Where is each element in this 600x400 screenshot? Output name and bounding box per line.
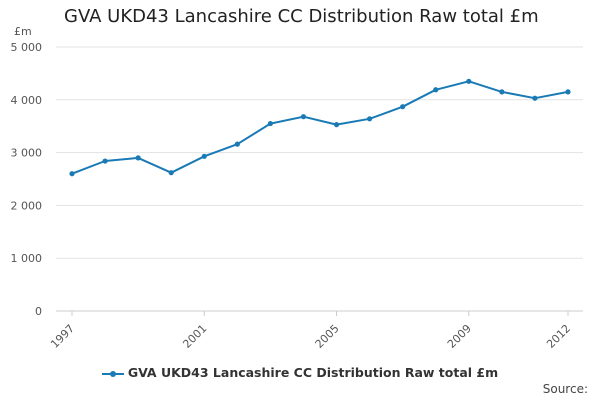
data-point: [168, 170, 174, 176]
series-line: [71, 80, 569, 175]
data-point: [135, 155, 141, 161]
data-point: [367, 116, 373, 122]
y-tick-label: 5 000: [11, 41, 43, 54]
data-point: [300, 114, 307, 120]
data-point: [532, 95, 538, 101]
data-point: [565, 89, 571, 95]
legend-label: GVA UKD43 Lancashire CC Distribution Raw…: [127, 365, 499, 380]
x-tick-label: 2001: [180, 322, 209, 351]
gridlines: [56, 46, 583, 259]
x-tick-label: 2012: [544, 322, 573, 351]
data-point: [333, 122, 340, 128]
x-tick-label: 2009: [445, 322, 474, 351]
x-tick-label: 2005: [313, 322, 342, 351]
y-tick-label: 4 000: [11, 94, 43, 107]
data-point: [102, 158, 108, 164]
data-point: [234, 141, 240, 147]
data-point: [433, 87, 439, 93]
series-layer: [69, 78, 571, 177]
data-point: [267, 120, 273, 127]
y-tick-label: 2 000: [11, 199, 43, 212]
source-label: Source:: [542, 382, 588, 396]
legend[interactable]: GVA UKD43 Lancashire CC Distribution Raw…: [0, 365, 600, 380]
data-point: [466, 78, 472, 84]
legend-marker: [109, 370, 116, 377]
y-axis-unit-label: £m: [14, 25, 32, 38]
y-tick-label: 3 000: [11, 147, 43, 160]
data-point: [201, 153, 207, 159]
data-point: [69, 171, 75, 177]
data-point: [400, 104, 406, 110]
chart-title: GVA UKD43 Lancashire CC Distribution Raw…: [64, 6, 539, 27]
axes: 0 1 000 2 000 3 000 4 000 5 000 1997 2001 2005 20…: [11, 41, 583, 351]
y-tick-label: 0: [35, 305, 42, 318]
data-point: [499, 89, 505, 95]
y-tick-label: 1 000: [11, 252, 43, 265]
x-tick-label: 1997: [48, 322, 77, 351]
legend-swatch: [101, 369, 124, 379]
